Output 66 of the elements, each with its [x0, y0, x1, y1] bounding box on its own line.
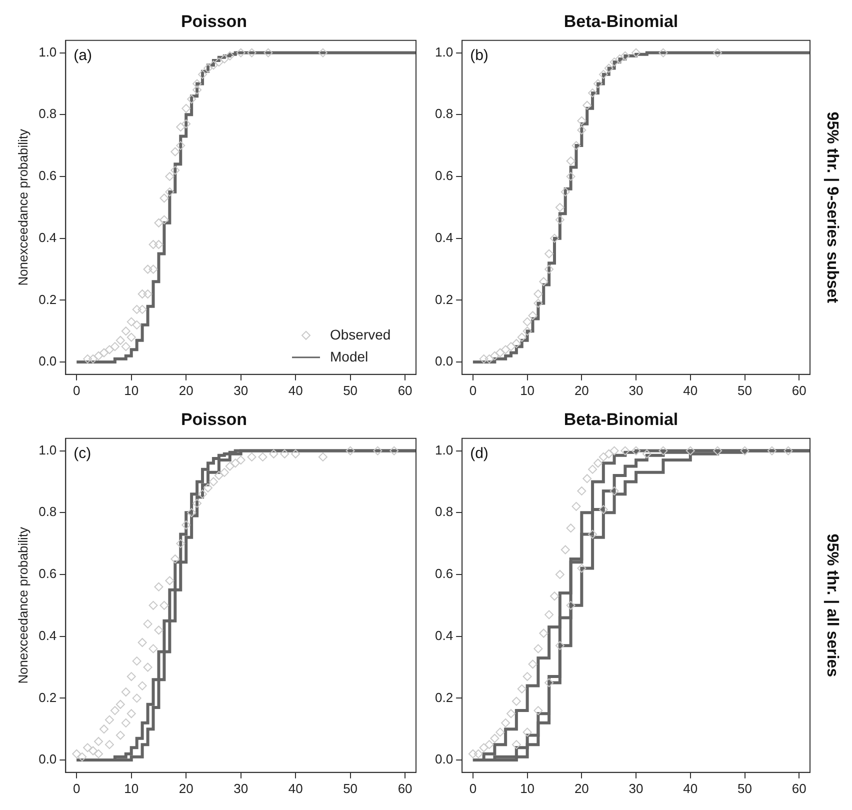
chart-title: Poisson	[180, 410, 248, 429]
y-tick-label: 0.8	[434, 106, 454, 122]
x-tick-label: 40	[683, 780, 698, 796]
annotation: (a)	[74, 47, 92, 64]
y-tick-label: 0.0	[434, 752, 454, 767]
x-tick-label: 60	[398, 780, 412, 796]
x-tick-label: 50	[738, 382, 752, 398]
x-tick-label: 20	[574, 382, 589, 398]
x-tick-label: 40	[288, 382, 303, 398]
y-tick-label: 0.8	[38, 504, 57, 520]
annotation: (b)	[470, 47, 488, 64]
x-tick-label: 30	[234, 382, 248, 398]
y-tick-label: 1.0	[38, 442, 57, 458]
y-tick-label: 0.2	[38, 690, 57, 705]
x-tick-label: 60	[398, 382, 412, 398]
y-axis-title: Nonexceedance probability	[15, 526, 30, 684]
x-tick-label: 0	[73, 780, 80, 796]
x-tick-label: 20	[178, 382, 194, 398]
x-tick-label: 10	[520, 780, 535, 796]
y-tick-label: 0.0	[434, 354, 454, 369]
x-tick-label: 0	[469, 382, 477, 398]
legend-label: Model	[330, 348, 368, 364]
y-tick-label: 0.4	[38, 230, 57, 245]
x-tick-label: 0	[469, 780, 477, 796]
y-tick-label: 0.4	[434, 628, 454, 643]
x-tick-label: 0	[73, 382, 80, 398]
y-tick-label: 0.8	[38, 106, 57, 122]
y-tick-label: 0.2	[434, 690, 454, 705]
annotation: (c)	[74, 445, 92, 462]
chart-title: Beta-Binomial	[564, 410, 678, 429]
x-tick-label: 50	[738, 780, 752, 796]
x-tick-label: 30	[628, 382, 644, 398]
y-tick-label: 0.4	[38, 628, 57, 643]
y-tick-label: 0.2	[434, 292, 454, 307]
x-tick-label: 10	[124, 382, 139, 398]
text: 95% thr. | 9-series subset	[824, 112, 841, 304]
y-tick-label: 0.6	[38, 168, 57, 184]
y-tick-label: 1.0	[38, 44, 57, 60]
legend-label: Observed	[330, 326, 391, 342]
y-tick-label: 0.6	[434, 566, 454, 582]
x-tick-label: 60	[792, 382, 806, 398]
x-tick-label: 10	[520, 382, 535, 398]
x-tick-label: 60	[792, 780, 806, 796]
y-tick-label: 0.6	[434, 168, 454, 184]
x-tick-label: 20	[178, 780, 194, 796]
y-tick-label: 0.0	[38, 752, 57, 767]
x-tick-label: 40	[683, 382, 698, 398]
x-tick-label: 20	[574, 780, 589, 796]
y-tick-label: 1.0	[434, 44, 454, 60]
y-tick-label: 0.8	[434, 504, 454, 520]
y-tick-label: 0.0	[38, 354, 57, 369]
y-tick-label: 0.6	[38, 566, 57, 582]
x-tick-label: 30	[628, 780, 644, 796]
y-axis-title: Nonexceedance probability	[15, 128, 30, 286]
x-tick-label: 10	[124, 780, 139, 796]
annotation: (d)	[470, 445, 488, 462]
x-tick-label: 50	[343, 382, 358, 398]
chart-title: Beta-Binomial	[564, 12, 678, 31]
x-tick-label: 40	[288, 780, 303, 796]
y-tick-label: 1.0	[434, 442, 454, 458]
text: 95% thr. | all series	[824, 534, 841, 678]
chart-title: Poisson	[180, 12, 248, 31]
y-tick-label: 0.2	[38, 292, 57, 307]
x-tick-label: 50	[343, 780, 358, 796]
y-tick-label: 0.4	[434, 230, 454, 245]
x-tick-label: 30	[234, 780, 248, 796]
